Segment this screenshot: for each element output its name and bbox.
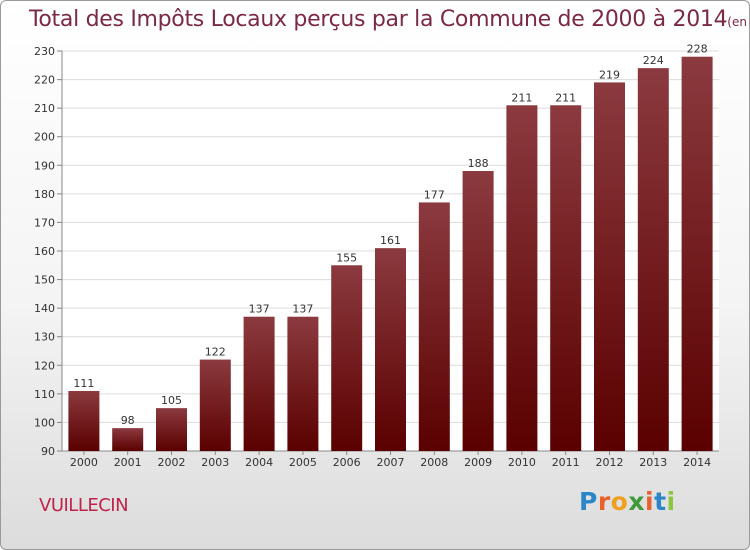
title-main: Total des Impôts Locaux perçus par la Co… — [29, 7, 728, 32]
x-tick-label: 2008 — [420, 456, 448, 469]
data-label: 211 — [555, 91, 576, 104]
data-label: 111 — [73, 377, 94, 390]
x-tick-label: 2003 — [201, 456, 229, 469]
bar — [199, 359, 231, 451]
bar — [462, 171, 494, 451]
bar — [68, 391, 100, 451]
commune-name: VUILLECIN — [39, 495, 129, 516]
y-tick-label: 190 — [34, 159, 55, 172]
x-tick-label: 2010 — [508, 456, 536, 469]
data-label: 98 — [121, 414, 135, 427]
data-label: 224 — [643, 54, 664, 67]
data-label: 219 — [599, 68, 620, 81]
bar — [375, 248, 406, 451]
bar — [506, 105, 538, 452]
logo-letter: P — [579, 487, 598, 516]
x-tick-label: 2005 — [289, 456, 317, 469]
logo-letter: r — [597, 487, 611, 516]
y-tick-label: 180 — [34, 188, 55, 201]
y-tick-label: 120 — [34, 359, 55, 372]
x-tick-label: 2007 — [377, 456, 405, 469]
x-tick-label: 2006 — [333, 456, 361, 469]
data-label: 161 — [380, 234, 401, 247]
bar — [112, 428, 144, 451]
y-tick-label: 140 — [34, 302, 55, 315]
x-tick-label: 2009 — [464, 456, 492, 469]
data-label: 137 — [292, 303, 313, 316]
x-tick-label: 2001 — [114, 456, 142, 469]
y-tick-label: 150 — [34, 274, 55, 287]
x-tick-label: 2013 — [639, 456, 667, 469]
y-tick-label: 170 — [34, 216, 55, 229]
bar — [550, 105, 582, 452]
bar — [287, 316, 319, 451]
bar — [637, 68, 669, 452]
x-tick-label: 2011 — [552, 456, 580, 469]
bar — [331, 265, 363, 451]
data-label: 105 — [161, 394, 182, 407]
y-tick-label: 160 — [34, 245, 55, 258]
logo-letter: i — [645, 487, 655, 516]
bar — [243, 316, 275, 451]
logo-letter: t — [654, 487, 667, 516]
data-label: 228 — [687, 43, 708, 56]
data-label: 177 — [424, 188, 445, 201]
data-label: 122 — [205, 346, 226, 359]
bar — [418, 202, 450, 451]
data-label: 137 — [249, 303, 270, 316]
bar — [681, 56, 713, 451]
x-tick-label: 2002 — [158, 456, 186, 469]
data-label: 188 — [468, 157, 489, 170]
y-tick-label: 220 — [34, 74, 55, 87]
x-tick-label: 2000 — [70, 456, 98, 469]
y-tick-label: 200 — [34, 131, 55, 144]
logo-letter: i — [666, 487, 676, 516]
y-tick-label: 110 — [34, 388, 55, 401]
logo-letter: x — [628, 487, 645, 516]
y-tick-label: 230 — [34, 45, 55, 58]
title-unit: (en milliers d'€) — [727, 15, 749, 29]
x-tick-label: 2004 — [245, 456, 273, 469]
bar — [594, 82, 625, 451]
bar — [156, 408, 187, 451]
y-tick-label: 130 — [34, 331, 55, 344]
proxiti-logo[interactable]: Proxiti — [579, 487, 676, 516]
logo-letter: o — [610, 487, 629, 516]
data-label: 211 — [511, 91, 532, 104]
y-tick-label: 210 — [34, 102, 55, 115]
y-tick-label: 100 — [34, 416, 55, 429]
data-label: 155 — [336, 251, 357, 264]
x-tick-label: 2012 — [596, 456, 624, 469]
y-tick-label: 90 — [41, 445, 55, 458]
chart-title: Total des Impôts Locaux perçus par la Co… — [29, 7, 749, 32]
x-tick-label: 2014 — [683, 456, 711, 469]
